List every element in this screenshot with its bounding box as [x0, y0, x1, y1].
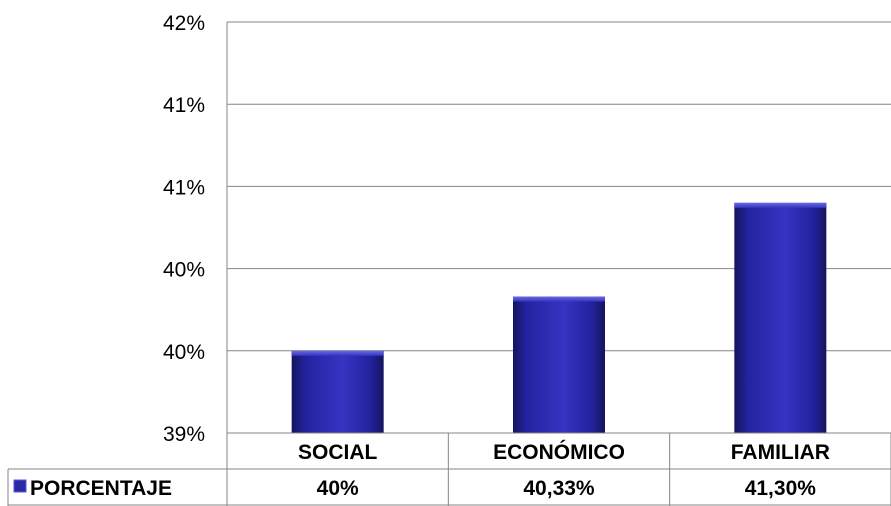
- y-tick-label: 40%: [163, 341, 205, 364]
- x-category-label: SOCIAL: [298, 441, 378, 464]
- legend-key: [13, 479, 27, 493]
- bar: [291, 350, 384, 433]
- bar-body: [734, 202, 827, 433]
- bar-top: [291, 350, 384, 356]
- bar-top: [513, 296, 605, 302]
- x-category-label: ECONÓMICO: [493, 440, 625, 464]
- y-tick-label: 42%: [163, 12, 205, 35]
- data-label: 40,33%: [523, 477, 595, 500]
- data-label: 40%: [317, 477, 359, 500]
- bar-body: [291, 350, 384, 433]
- y-tick-label: 41%: [163, 176, 205, 199]
- x-category-label: FAMILIAR: [731, 441, 830, 464]
- y-tick-label: 39%: [163, 423, 205, 446]
- data-table: SOCIAL ECONÓMICO FAMILIAR PORCENTAJE 40% 40,3…: [7, 432, 891, 506]
- bar: [734, 202, 827, 433]
- y-tick-label: 41%: [163, 94, 205, 117]
- data-label: 41,30%: [745, 477, 817, 500]
- y-tick-label: 40%: [163, 259, 205, 282]
- legend-series-name: PORCENTAJE: [30, 477, 172, 500]
- bar-top: [734, 202, 827, 208]
- bar: [513, 296, 605, 433]
- bars: [291, 202, 827, 433]
- bar-body: [513, 296, 605, 433]
- y-axis: 39% 40% 40% 41% 41% 42%: [163, 12, 228, 446]
